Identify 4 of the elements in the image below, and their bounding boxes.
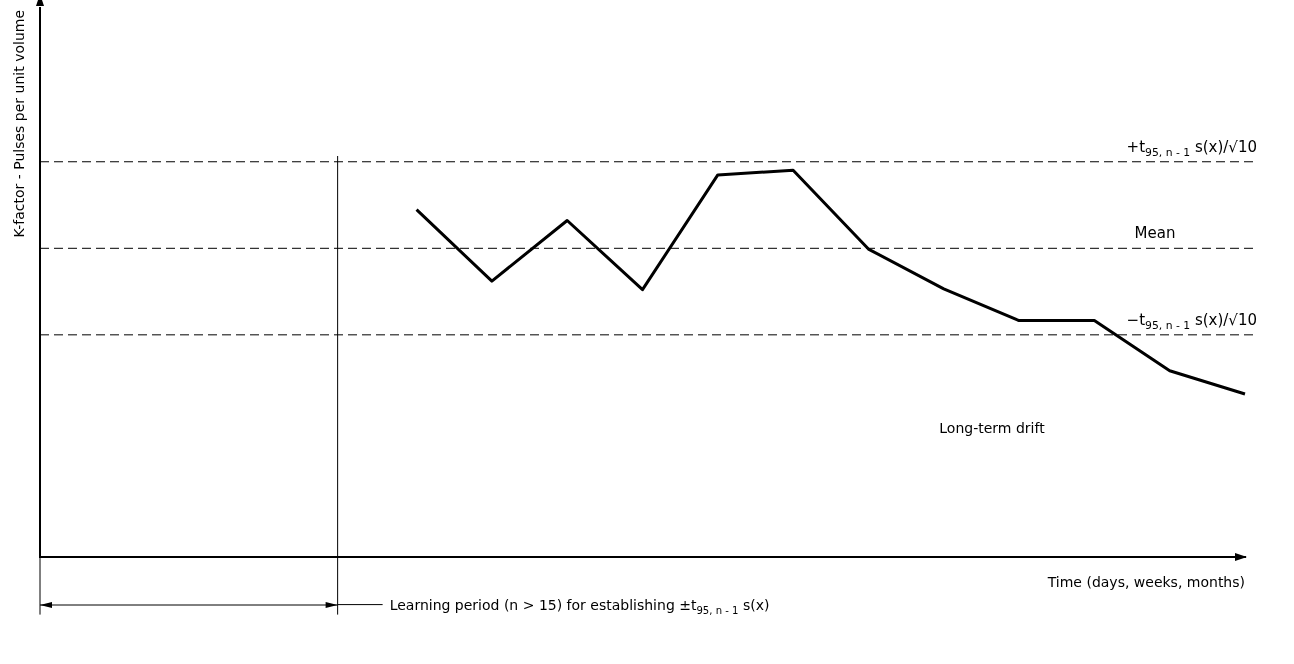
- ref-line-label: Mean: [1134, 224, 1176, 243]
- x-axis-title: Time (days, weeks, months): [1046, 573, 1245, 590]
- annotation: Long-term drift: [939, 420, 1046, 436]
- y-axis-title: K-factor - Pulses per unit volume: [11, 9, 27, 238]
